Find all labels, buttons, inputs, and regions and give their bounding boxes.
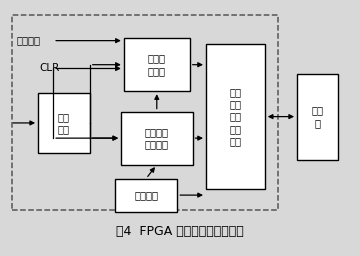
Text: 地址
译码
锁存
总线
驱动: 地址 译码 锁存 总线 驱动 — [229, 87, 241, 146]
Bar — [297, 73, 338, 160]
Bar — [206, 45, 265, 189]
Text: 单片
机: 单片 机 — [311, 105, 324, 128]
Text: 定时预置: 定时预置 — [134, 190, 158, 200]
Bar — [121, 112, 193, 165]
Text: CLR: CLR — [39, 63, 59, 73]
Bar — [38, 93, 90, 153]
Text: 定时门控
脉宽信号: 定时门控 脉宽信号 — [145, 127, 169, 149]
Text: 图4  FPGA 逻辑功能顶层结构图: 图4 FPGA 逻辑功能顶层结构图 — [116, 225, 244, 238]
Text: 分频
电路: 分频 电路 — [58, 112, 70, 134]
Bar — [115, 179, 177, 211]
Bar — [124, 38, 190, 91]
Text: 脉冲计
数电路: 脉冲计 数电路 — [148, 54, 166, 76]
Text: 计数脉冲: 计数脉冲 — [17, 36, 40, 46]
Bar — [12, 15, 278, 210]
